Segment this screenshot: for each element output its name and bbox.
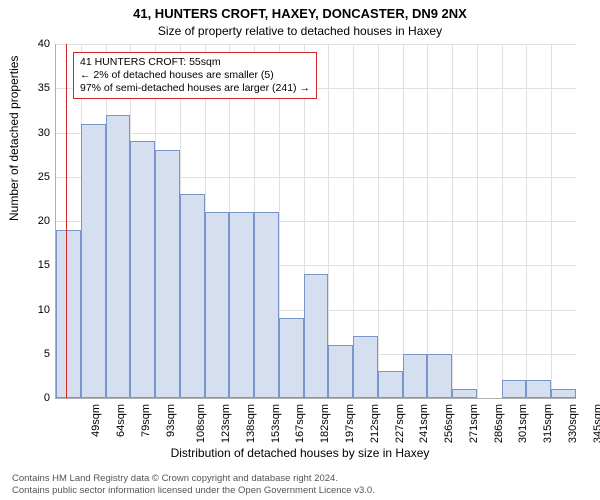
property-size-chart: 41, HUNTERS CROFT, HAXEY, DONCASTER, DN9…	[0, 0, 600, 500]
x-axis-label: Distribution of detached houses by size …	[0, 446, 600, 460]
x-tick-label: 167sqm	[295, 404, 307, 443]
y-axis-label: Number of detached properties	[7, 56, 21, 221]
x-tick-label: 93sqm	[165, 404, 177, 437]
x-tick-label: 227sqm	[394, 404, 406, 443]
y-tick-label: 10	[20, 304, 50, 316]
grid-line-v	[526, 44, 527, 398]
histogram-bar	[403, 354, 428, 398]
histogram-bar	[155, 150, 180, 398]
histogram-bar	[81, 124, 106, 398]
x-tick-label: 79sqm	[140, 404, 152, 437]
grid-line-v	[452, 44, 453, 398]
x-tick-label: 212sqm	[369, 404, 381, 443]
histogram-bar	[304, 274, 329, 398]
chart-subtitle: Size of property relative to detached ho…	[0, 24, 600, 38]
chart-title: 41, HUNTERS CROFT, HAXEY, DONCASTER, DN9…	[0, 6, 600, 21]
x-tick-label: 271sqm	[468, 404, 480, 443]
x-tick-label: 153sqm	[270, 404, 282, 443]
grid-line-v	[502, 44, 503, 398]
y-tick-label: 20	[20, 215, 50, 227]
info-line-property: 41 HUNTERS CROFT: 55sqm	[80, 56, 310, 69]
x-tick-label: 286sqm	[493, 404, 505, 443]
histogram-bar	[279, 318, 304, 398]
histogram-bar	[551, 389, 576, 398]
y-tick-label: 15	[20, 259, 50, 271]
histogram-bar	[254, 212, 279, 398]
x-tick-label: 138sqm	[245, 404, 257, 443]
grid-line-v	[378, 44, 379, 398]
grid-line-v	[403, 44, 404, 398]
histogram-bar	[205, 212, 230, 398]
grid-line-h	[56, 44, 576, 45]
y-tick-label: 30	[20, 127, 50, 139]
grid-line-v	[477, 44, 478, 398]
info-line-smaller: ← 2% of detached houses are smaller (5)	[80, 69, 310, 82]
x-tick-label: 330sqm	[567, 404, 579, 443]
x-tick-label: 301sqm	[517, 404, 529, 443]
histogram-bar	[229, 212, 254, 398]
x-tick-label: 108sqm	[196, 404, 208, 443]
x-tick-label: 241sqm	[418, 404, 430, 443]
histogram-bar	[502, 380, 527, 398]
y-tick-label: 25	[20, 171, 50, 183]
histogram-bar	[180, 194, 205, 398]
histogram-bar	[526, 380, 551, 398]
footer-line-1: Contains HM Land Registry data © Crown c…	[12, 473, 375, 484]
x-tick-label: 182sqm	[319, 404, 331, 443]
y-tick-label: 5	[20, 348, 50, 360]
y-tick-label: 0	[20, 392, 50, 404]
reference-line	[66, 44, 67, 398]
x-tick-label: 256sqm	[443, 404, 455, 443]
info-line-larger: 97% of semi-detached houses are larger (…	[80, 82, 310, 95]
x-tick-label: 49sqm	[90, 404, 102, 437]
grid-line-h	[56, 133, 576, 134]
histogram-bar	[353, 336, 378, 398]
chart-footer: Contains HM Land Registry data © Crown c…	[12, 473, 375, 496]
histogram-bar	[427, 354, 452, 398]
x-tick-label: 197sqm	[344, 404, 356, 443]
x-tick-label: 315sqm	[542, 404, 554, 443]
histogram-bar	[56, 230, 81, 398]
grid-line-v	[551, 44, 552, 398]
property-info-box: 41 HUNTERS CROFT: 55sqm ← 2% of detached…	[73, 52, 317, 99]
histogram-bar	[452, 389, 477, 398]
y-tick-label: 35	[20, 82, 50, 94]
histogram-bar	[130, 141, 155, 398]
histogram-bar	[328, 345, 353, 398]
histogram-bar	[378, 371, 403, 398]
x-tick-label: 345sqm	[592, 404, 600, 443]
y-tick-label: 40	[20, 38, 50, 50]
x-tick-label: 64sqm	[115, 404, 127, 437]
grid-line-v	[427, 44, 428, 398]
histogram-bar	[106, 115, 131, 398]
footer-line-2: Contains public sector information licen…	[12, 485, 375, 496]
x-tick-label: 123sqm	[220, 404, 232, 443]
